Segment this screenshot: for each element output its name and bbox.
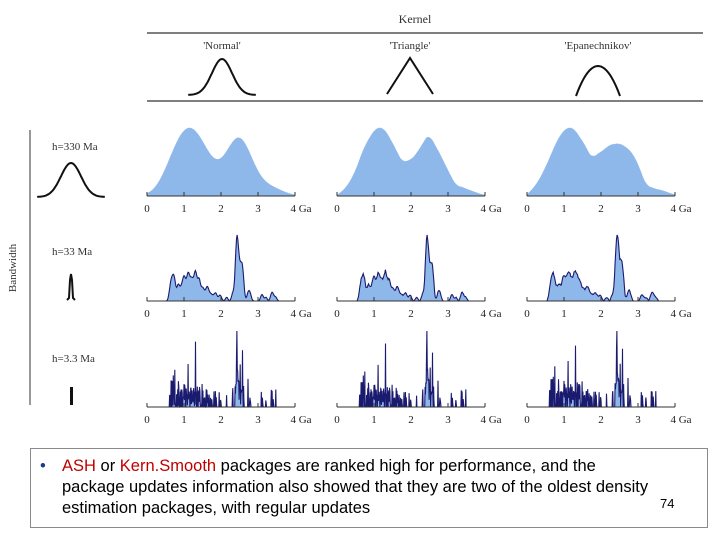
tick-label-2-1-0: 0 xyxy=(334,203,340,215)
tick-label-1-1-3: 3 xyxy=(255,203,261,215)
tick-label-1-2-1: 1 xyxy=(181,308,187,320)
density-curve-triangle-row1 xyxy=(336,127,486,197)
page-number: 74 xyxy=(660,496,675,511)
tick-label-3-2-1: 1 xyxy=(561,308,567,320)
tick-label-1-3-4: 4 Ga xyxy=(290,414,311,426)
bandwidth-kernel-3 xyxy=(70,387,73,405)
density-curve-triangle-row3 xyxy=(337,330,485,408)
ash-package: ASH xyxy=(62,457,96,475)
tick-label-2-2-0: 0 xyxy=(334,308,340,320)
caption-rest: packages are ranked high for performance… xyxy=(62,457,649,517)
bullet-marker: • xyxy=(40,457,46,475)
tick-label-1-3-2: 2 xyxy=(218,414,224,426)
tick-label-3-3-3: 3 xyxy=(635,414,641,426)
tick-label-1-1-1: 1 xyxy=(181,203,187,215)
tick-label-1-3-0: 0 xyxy=(144,414,150,426)
tick-label-3-3-2: 2 xyxy=(598,414,604,426)
tick-label-2-1-3: 3 xyxy=(445,203,451,215)
tick-label-1-3-1: 1 xyxy=(181,414,187,426)
tick-label-3-1-2: 2 xyxy=(598,203,604,215)
tick-label-2-3-2: 2 xyxy=(408,414,414,426)
tick-label-2-2-3: 3 xyxy=(445,308,451,320)
tick-label-3-1-0: 0 xyxy=(524,203,530,215)
density-curve-triangle-row2 xyxy=(337,234,485,302)
kde-bandwidth-figure: Kernel 'Normal' 'Triangle' 'Epanechnikov' … xyxy=(7,12,703,426)
tick-label-2-3-4: 4 Ga xyxy=(480,414,501,426)
tick-label-1-1-0: 0 xyxy=(144,203,150,215)
density-curve-parabola-row1 xyxy=(526,127,676,197)
tick-label-3-1-4: 4 Ga xyxy=(670,203,691,215)
kernsmooth-package: Kern.Smooth xyxy=(119,457,217,475)
tick-label-3-2-3: 3 xyxy=(635,308,641,320)
density-curve-gaussian-row3 xyxy=(147,330,295,408)
tick-label-2-3-1: 1 xyxy=(371,414,377,426)
tick-label-1-1-4: 4 Ga xyxy=(290,203,311,215)
tick-label-2-1-2: 2 xyxy=(408,203,414,215)
tick-label-2-2-1: 1 xyxy=(371,308,377,320)
tick-label-1-1-2: 2 xyxy=(218,203,224,215)
tick-label-1-2-3: 3 xyxy=(255,308,261,320)
bandwidth-axis-label: Bandwidth xyxy=(7,243,19,292)
tick-label-2-1-4: 4 Ga xyxy=(480,203,501,215)
kernel-title: Kernel xyxy=(399,12,432,26)
kernel-name-1: 'Normal' xyxy=(203,40,241,52)
tick-label-3-3-0: 0 xyxy=(524,414,530,426)
caption-text: ASH or Kern.Smooth packages are ranked h… xyxy=(62,456,662,519)
tick-label-3-1-1: 1 xyxy=(561,203,567,215)
kernel-shape-2 xyxy=(386,56,434,95)
caption-or: or xyxy=(95,457,120,475)
tick-label-2-1-1: 1 xyxy=(371,203,377,215)
kernel-name-2: 'Triangle' xyxy=(390,40,431,52)
tick-label-3-3-1: 1 xyxy=(561,414,567,426)
kernel-shape-3 xyxy=(575,64,621,97)
tick-label-3-2-4: 4 Ga xyxy=(670,308,691,320)
tick-label-3-3-4: 4 Ga xyxy=(670,414,691,426)
bandwidth-label-3: h=3.3 Ma xyxy=(52,353,95,365)
kernel-shape-1 xyxy=(188,57,256,96)
density-curve-gaussian-row1 xyxy=(146,127,296,197)
tick-label-1-2-4: 4 Ga xyxy=(290,308,311,320)
tick-label-1-2-0: 0 xyxy=(144,308,150,320)
tick-label-1-2-2: 2 xyxy=(218,308,224,320)
caption-box xyxy=(30,448,708,528)
tick-label-3-1-3: 3 xyxy=(635,203,641,215)
density-curve-parabola-row3 xyxy=(527,330,675,408)
kernel-name-3: 'Epanechnikov' xyxy=(565,40,632,52)
tick-label-2-3-0: 0 xyxy=(334,414,340,426)
density-curve-gaussian-row2 xyxy=(147,234,295,302)
bandwidth-label-1: h=330 Ma xyxy=(52,141,98,153)
tick-label-2-2-4: 4 Ga xyxy=(480,308,501,320)
bandwidth-kernel-2 xyxy=(66,273,76,301)
bandwidth-label-2: h=33 Ma xyxy=(52,246,92,258)
density-curve-parabola-row2 xyxy=(527,234,675,302)
tick-label-1-3-3: 3 xyxy=(255,414,261,426)
tick-label-3-2-2: 2 xyxy=(598,308,604,320)
bandwidth-kernel-1 xyxy=(37,161,105,198)
tick-label-3-2-0: 0 xyxy=(524,308,530,320)
tick-label-2-3-3: 3 xyxy=(445,414,451,426)
tick-label-2-2-2: 2 xyxy=(408,308,414,320)
